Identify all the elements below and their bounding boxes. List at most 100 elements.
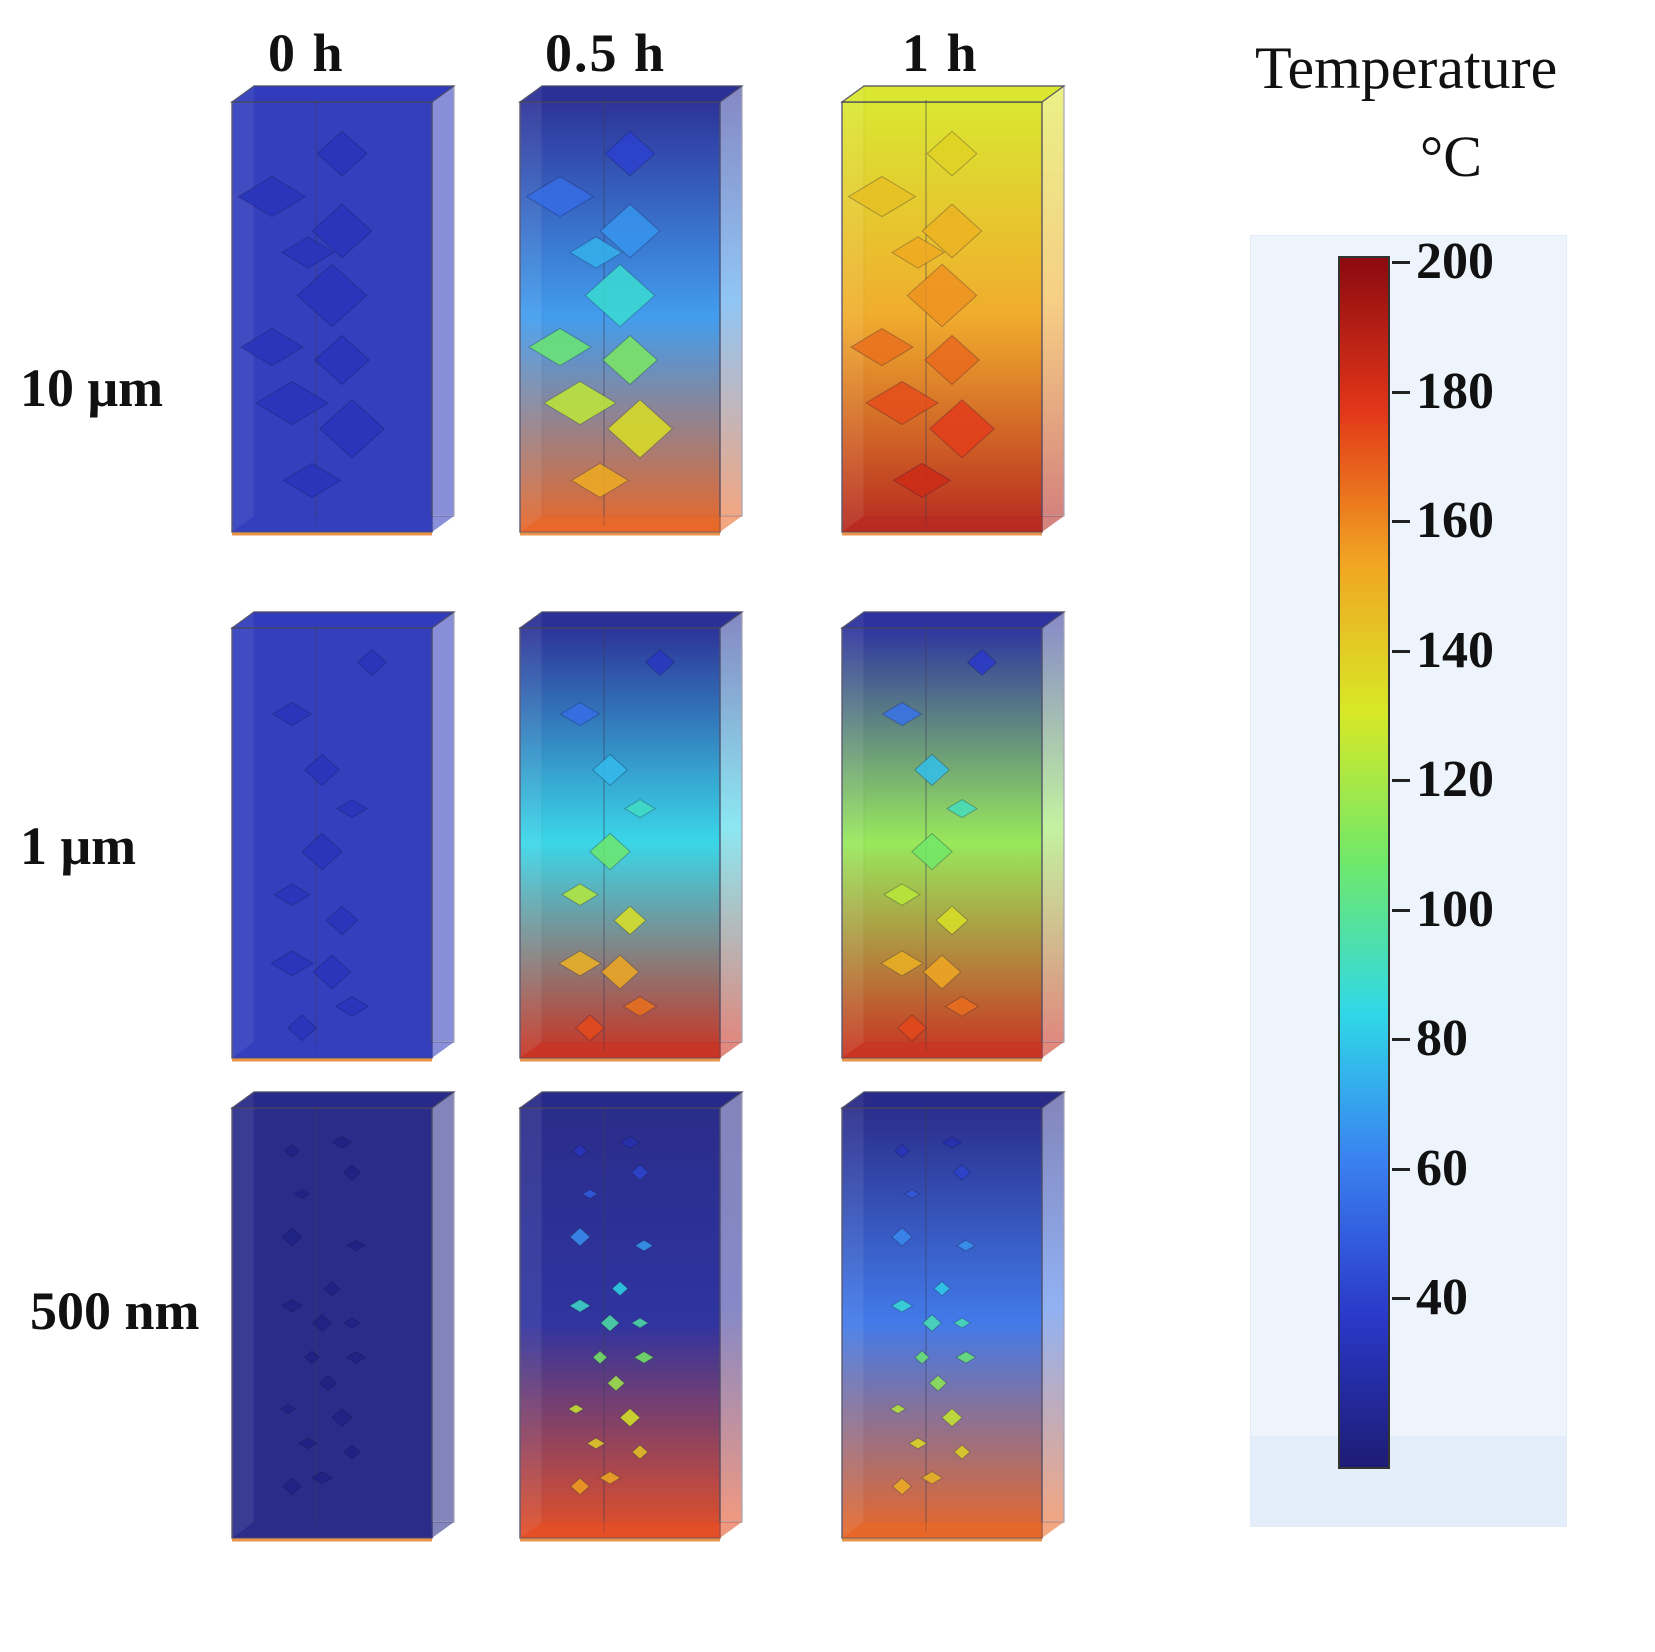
particle <box>528 327 592 367</box>
particle <box>311 1313 333 1333</box>
colorbar-tick-mark <box>1392 1297 1410 1300</box>
particle <box>271 701 313 727</box>
particle <box>311 203 373 259</box>
particle <box>630 1317 650 1329</box>
particle <box>567 1403 585 1415</box>
particle <box>880 950 924 977</box>
particle <box>613 905 647 936</box>
particle <box>240 327 304 367</box>
particle <box>883 883 921 906</box>
colorbar-tick-mark <box>1392 1167 1410 1171</box>
particle <box>284 1143 300 1159</box>
colorbar-tick-label: 80 <box>1416 1010 1468 1067</box>
particle <box>293 1188 311 1200</box>
particle <box>889 1403 907 1415</box>
particle <box>304 1350 320 1365</box>
particle <box>280 236 336 269</box>
particle <box>592 1350 608 1365</box>
particle <box>325 905 359 936</box>
particle <box>891 1477 913 1496</box>
particle <box>935 905 969 936</box>
particle <box>237 175 307 218</box>
particle <box>600 954 640 990</box>
particle <box>955 1350 977 1364</box>
particle <box>312 954 352 990</box>
particle <box>619 1407 641 1428</box>
particle <box>966 648 998 677</box>
particle <box>941 1135 963 1149</box>
simulation-box-r0-c0 <box>230 85 456 536</box>
particle <box>286 1014 318 1042</box>
legend-panel <box>1250 235 1567 1527</box>
colorbar-tick-mark <box>1392 261 1410 264</box>
particle <box>865 380 939 426</box>
particle <box>255 380 329 426</box>
particle <box>644 648 676 677</box>
particle <box>928 1374 948 1392</box>
particle <box>956 1239 976 1252</box>
particle <box>921 203 983 259</box>
particle <box>574 1014 606 1042</box>
colorbar-tick-mark <box>1392 649 1410 653</box>
colorbar-tick-mark <box>1392 1038 1410 1041</box>
particle <box>342 1164 362 1181</box>
particle <box>604 130 656 177</box>
simulation-box-r1-c2 <box>840 611 1066 1062</box>
particle <box>281 1477 303 1496</box>
particle <box>601 334 659 386</box>
colorbar-tick-mark <box>1392 520 1410 523</box>
row-label-10um: 10 μm <box>20 358 164 418</box>
particle <box>929 399 995 459</box>
colorbar-tick-label: 200 <box>1416 233 1494 290</box>
particle <box>342 1317 362 1329</box>
simulation-box-r0-c1 <box>518 85 744 536</box>
particle <box>343 1444 361 1460</box>
particle <box>911 832 953 871</box>
simulation-box-r2-c0 <box>230 1091 456 1542</box>
particle <box>944 995 980 1017</box>
particle <box>941 1407 963 1428</box>
particle <box>584 263 656 328</box>
particle <box>896 1014 928 1042</box>
particle <box>623 798 657 819</box>
particle <box>890 1298 914 1313</box>
particle <box>296 263 368 328</box>
particle <box>569 1477 591 1496</box>
colorbar-tick-label: 40 <box>1416 1269 1468 1326</box>
particle <box>313 334 371 386</box>
particle <box>558 950 602 977</box>
particle <box>589 832 631 871</box>
particle <box>279 1403 297 1415</box>
particle <box>945 798 979 819</box>
simulation-panel-grid <box>230 85 1066 1542</box>
particle <box>599 1313 621 1333</box>
particle <box>282 462 342 499</box>
particle <box>953 1444 971 1460</box>
particle <box>591 753 629 787</box>
colorbar-tick-mark <box>1392 390 1410 394</box>
particle <box>335 798 369 819</box>
particle <box>559 701 601 727</box>
particle <box>914 1350 930 1365</box>
particle <box>568 1298 592 1313</box>
particle <box>952 1164 972 1181</box>
particle <box>301 832 343 871</box>
legend-unit: °C <box>1420 124 1482 189</box>
particle <box>356 648 388 677</box>
particle <box>525 175 595 218</box>
particle <box>891 1227 913 1247</box>
simulation-box-r1-c0 <box>230 611 456 1062</box>
particle <box>926 130 978 177</box>
particle <box>622 995 658 1017</box>
particle <box>607 399 673 459</box>
legend-title: Temperature <box>1255 35 1558 101</box>
colorbar-tick-label: 160 <box>1416 492 1494 549</box>
particle <box>281 1227 303 1247</box>
colorbar-tick-label: 120 <box>1416 751 1494 808</box>
particle <box>847 175 917 218</box>
particle <box>561 883 599 906</box>
particle <box>334 995 370 1017</box>
particle <box>952 1317 972 1329</box>
particle <box>581 1188 599 1200</box>
row-label-1um: 1 μm <box>20 816 137 876</box>
